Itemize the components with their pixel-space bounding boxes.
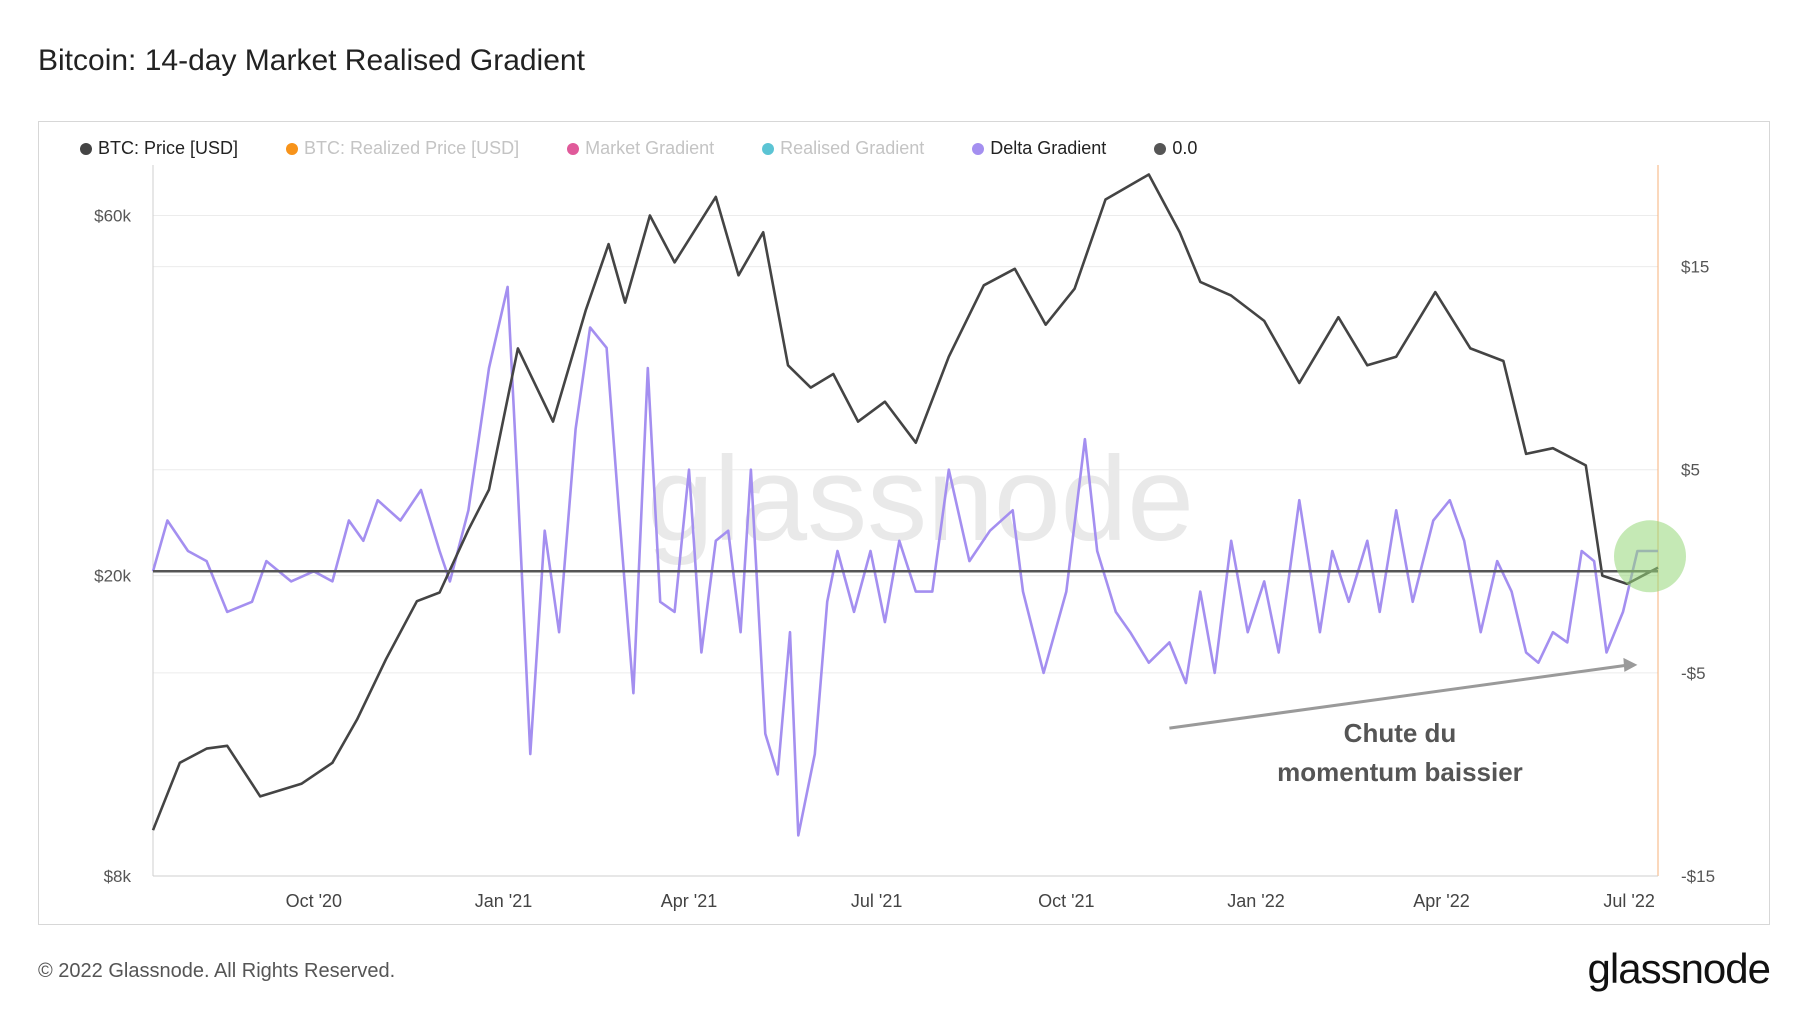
legend-label: Realised Gradient [780,138,925,158]
x-tick-label: Jan '21 [475,891,532,911]
legend: BTC: Price [USD] BTC: Realized Price [US… [80,138,1245,159]
x-tick-label: Oct '20 [286,891,342,911]
legend-dot-icon [286,142,299,155]
legend-item-delta-gradient[interactable]: Delta Gradient [972,138,1106,159]
legend-label: Delta Gradient [990,138,1107,158]
glassnode-logo[interactable]: glassnode [1587,945,1771,992]
legend-item-realised-gradient[interactable]: Realised Gradient [762,138,924,159]
y-left-tick-label: $20k [94,567,131,586]
arrow-head-icon [1623,657,1638,672]
legend-item-market-gradient[interactable]: Market Gradient [567,138,714,159]
legend-item-btc-price[interactable]: BTC: Price [USD] [80,138,238,159]
highlight-circle [1614,520,1686,593]
y-right-tick-label: -$15 [1681,867,1715,886]
legend-dot-icon [80,142,92,155]
annotation-line-1: Chute du [1343,718,1457,748]
x-tick-label: Apr '22 [1413,891,1469,911]
legend-dot-icon [972,142,985,155]
annotation-arrow [1169,663,1630,730]
annotation-text: Chute du momentum baissier [1240,714,1560,792]
y-left-tick-label: $60k [94,207,131,226]
legend-label: 0.0 [1172,138,1198,158]
legend-item-realized-price[interactable]: BTC: Realized Price [USD] [286,138,519,159]
x-tick-label: Jan '22 [1227,891,1284,911]
x-tick-label: Jul '21 [851,891,902,911]
x-tick-label: Oct '21 [1038,891,1094,911]
y-right-tick-label: $15 [1681,258,1709,277]
annotation-line-2: momentum baissier [1277,757,1523,787]
legend-label: BTC: Realized Price [USD] [304,138,520,158]
chart-frame [38,121,1770,925]
y-right-tick-label: $5 [1681,461,1700,480]
chart-title: Bitcoin: 14-day Market Realised Gradient [38,44,585,77]
x-tick-label: Jul '22 [1603,891,1654,911]
legend-label: Market Gradient [585,138,715,158]
x-tick-label: Apr '21 [661,891,717,911]
legend-label: BTC: Price [USD] [98,138,239,158]
watermark: glassnode [647,432,1194,566]
y-right-tick-label: -$5 [1681,664,1706,683]
legend-dot-icon [1154,142,1167,155]
y-left-tick-label: $8k [104,867,132,886]
copyright-footer: © 2022 Glassnode. All Rights Reserved. [38,960,396,982]
legend-dot-icon [567,142,580,155]
legend-dot-icon [762,142,775,155]
btc-price-line [151,173,1659,831]
legend-item-zero[interactable]: 0.0 [1154,138,1197,159]
